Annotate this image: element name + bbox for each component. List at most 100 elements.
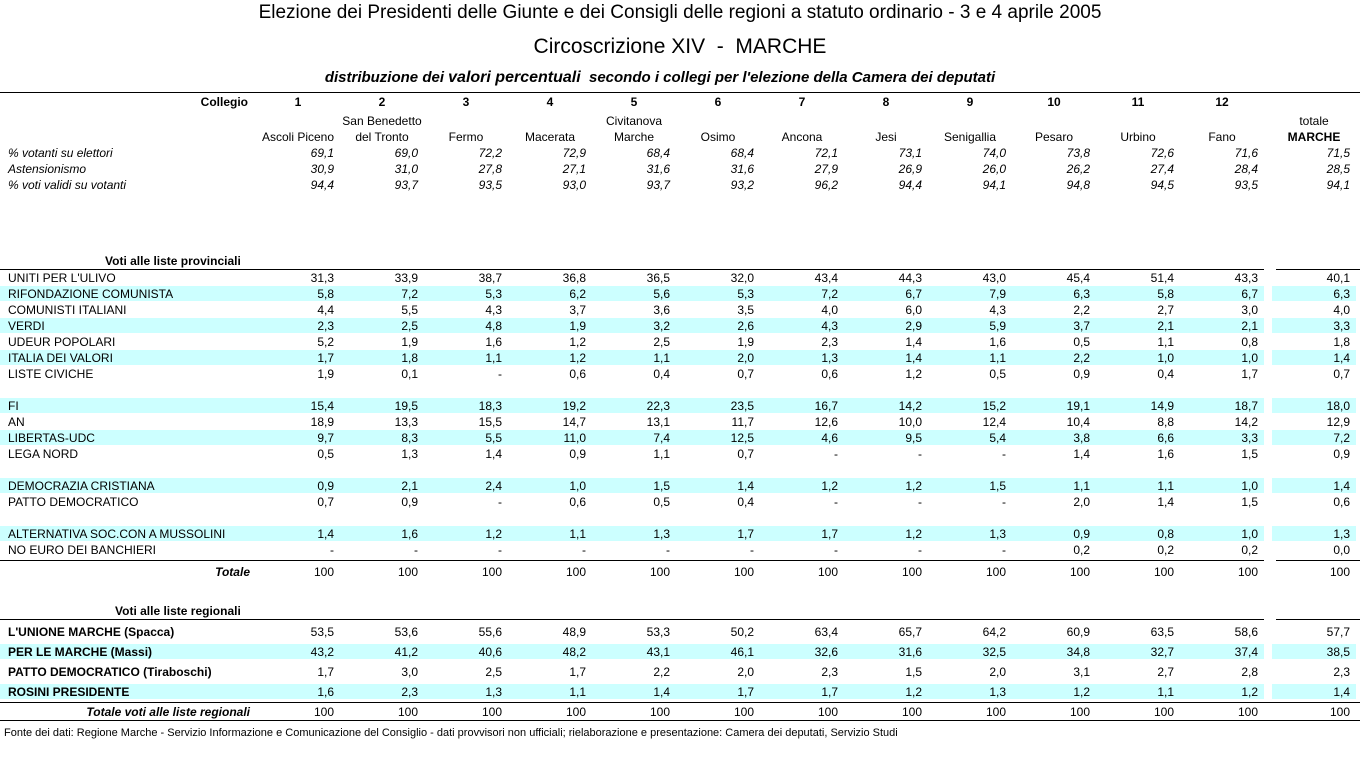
cell: 44,3 bbox=[898, 271, 922, 285]
cell: 71,6 bbox=[1234, 146, 1258, 160]
row-label: Totale voti alle liste regionali bbox=[86, 705, 250, 719]
row-label: PER LE MARCHE (Massi) bbox=[8, 645, 153, 659]
cell: 2,5 bbox=[653, 335, 670, 349]
cell: 68,4 bbox=[730, 146, 754, 160]
cell: 1,7 bbox=[821, 527, 838, 541]
rule bbox=[1276, 619, 1360, 620]
cell: 23,5 bbox=[730, 399, 754, 413]
cell: 1,5 bbox=[1241, 447, 1258, 461]
cell: 1,3 bbox=[821, 351, 838, 365]
cell: 72,6 bbox=[1150, 146, 1174, 160]
cell: 94,5 bbox=[1150, 178, 1174, 192]
cell: 3,0 bbox=[401, 665, 418, 679]
cell: 100 bbox=[817, 565, 838, 579]
column-number: 9 bbox=[966, 95, 974, 109]
row-label: LIBERTAS-UDC bbox=[8, 431, 95, 445]
cell: 0,5 bbox=[653, 495, 670, 509]
row-label: ROSINI PRESIDENTE bbox=[8, 685, 130, 699]
cell: 1,0 bbox=[1241, 527, 1258, 541]
cell: 1,1 bbox=[1157, 335, 1174, 349]
cell: 14,9 bbox=[1150, 399, 1174, 413]
cell: 2,7 bbox=[1157, 665, 1174, 679]
section-title: Voti alle liste provinciali bbox=[105, 254, 241, 268]
cell: 0,8 bbox=[1241, 335, 1258, 349]
column-name: Civitanova bbox=[605, 114, 663, 128]
cell-total: 7,2 bbox=[1333, 431, 1350, 445]
cell: 1,3 bbox=[653, 527, 670, 541]
column-number: 3 bbox=[462, 95, 470, 109]
row-label: ALTERNATIVA SOC.CON A MUSSOLINI bbox=[8, 527, 226, 541]
cell: 2,8 bbox=[1241, 665, 1258, 679]
row-label: PATTO DEMOCRATICO (Tiraboschi) bbox=[8, 665, 212, 679]
cell: 1,2 bbox=[905, 685, 922, 699]
row-label: UNITI PER L'ULIVO bbox=[8, 271, 116, 285]
caption-part: secondo i collegi per l'elezione della C… bbox=[580, 69, 996, 86]
cell: 3,3 bbox=[1241, 431, 1258, 445]
cell: 100 bbox=[1153, 565, 1174, 579]
cell: 1,9 bbox=[401, 335, 418, 349]
cell: 100 bbox=[313, 565, 334, 579]
row-shade bbox=[1272, 318, 1356, 333]
cell: 43,2 bbox=[310, 645, 334, 659]
cell: 0,4 bbox=[1157, 367, 1174, 381]
column-name: Marche bbox=[613, 130, 654, 144]
cell: 1,4 bbox=[905, 335, 922, 349]
row-shade bbox=[1272, 430, 1356, 445]
cell: 9,7 bbox=[317, 431, 334, 445]
cell: 1,3 bbox=[989, 527, 1006, 541]
title: Elezione dei Presidenti delle Giunte e d… bbox=[258, 2, 1102, 23]
cell: 22,3 bbox=[646, 399, 670, 413]
cell: 0,5 bbox=[1073, 335, 1090, 349]
cell: 32,6 bbox=[814, 645, 838, 659]
cell-total: 0,7 bbox=[1333, 367, 1350, 381]
cell: 14,7 bbox=[562, 415, 586, 429]
cell: 1,2 bbox=[1241, 685, 1258, 699]
cell: 1,7 bbox=[317, 665, 334, 679]
cell: 1,5 bbox=[989, 479, 1006, 493]
column-number: 6 bbox=[714, 95, 722, 109]
cell: 93,2 bbox=[730, 178, 754, 192]
cell: 9,5 bbox=[905, 431, 922, 445]
cell: 100 bbox=[649, 565, 670, 579]
cell: 1,7 bbox=[737, 685, 754, 699]
cell: 32,7 bbox=[1150, 645, 1174, 659]
row-shade bbox=[1272, 644, 1356, 659]
rule bbox=[0, 269, 1264, 270]
cell: 0,5 bbox=[989, 367, 1006, 381]
cell-total: 4,0 bbox=[1333, 303, 1350, 317]
cell: 16,7 bbox=[814, 399, 838, 413]
cell: 1,1 bbox=[1157, 685, 1174, 699]
cell: 13,3 bbox=[394, 415, 418, 429]
cell: 2,2 bbox=[1073, 303, 1090, 317]
cell: 1,7 bbox=[737, 527, 754, 541]
cell: 31,6 bbox=[898, 645, 922, 659]
row-label: DEMOCRAZIA CRISTIANA bbox=[8, 479, 155, 493]
cell: 2,3 bbox=[821, 335, 838, 349]
cell: 94,1 bbox=[982, 178, 1006, 192]
row-label: L'UNIONE MARCHE (Spacca) bbox=[8, 625, 175, 639]
cell: 31,0 bbox=[394, 162, 418, 176]
total-header: MARCHE bbox=[1287, 130, 1341, 144]
cell: 31,6 bbox=[730, 162, 754, 176]
cell: 1,1 bbox=[569, 527, 586, 541]
cell-total: 0,0 bbox=[1333, 543, 1350, 557]
cell: 4,3 bbox=[821, 319, 838, 333]
cell-total: 6,3 bbox=[1333, 287, 1350, 301]
cell: 2,5 bbox=[485, 665, 502, 679]
cell: 27,1 bbox=[562, 162, 586, 176]
cell: 7,2 bbox=[401, 287, 418, 301]
cell: 1,2 bbox=[905, 367, 922, 381]
cell: 26,2 bbox=[1066, 162, 1090, 176]
cell: 4,3 bbox=[485, 303, 502, 317]
cell: 93,5 bbox=[478, 178, 502, 192]
cell-total: 57,7 bbox=[1326, 625, 1350, 639]
cell: 1,3 bbox=[485, 685, 502, 699]
cell: 100 bbox=[1069, 705, 1090, 719]
cell: 1,4 bbox=[653, 685, 670, 699]
cell: 1,2 bbox=[821, 479, 838, 493]
cell: - bbox=[834, 447, 838, 461]
cell: 41,2 bbox=[394, 645, 418, 659]
cell: 43,0 bbox=[982, 271, 1006, 285]
cell: 51,4 bbox=[1150, 271, 1174, 285]
cell: - bbox=[498, 543, 502, 557]
